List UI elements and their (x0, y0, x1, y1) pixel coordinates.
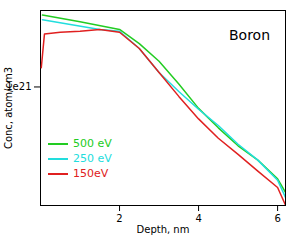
html-text:150eV: 150eV (73, 167, 109, 180)
svg-text:4: 4 (195, 213, 201, 224)
svg-text:2: 2 (116, 213, 122, 224)
svg-text:1e21: 1e21 (6, 81, 32, 93)
html-text:500 eV: 500 eV (73, 137, 112, 150)
svg-text:Conc, atom/cm3: Conc, atom/cm3 (3, 67, 14, 149)
html-text:250 eV: 250 eV (73, 152, 112, 165)
svg-text:Depth, nm: Depth, nm (137, 224, 190, 235)
svg-text:6: 6 (274, 213, 280, 224)
svg-text:Boron: Boron (229, 27, 270, 43)
